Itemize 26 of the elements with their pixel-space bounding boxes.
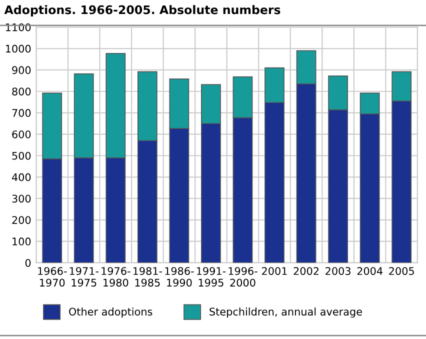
y-tick-label: 400 <box>12 173 31 182</box>
x-tick-label: 1986- 1990 <box>165 267 194 287</box>
y-tick-label: 1000 <box>6 44 31 53</box>
x-tick-label: 1981- 1985 <box>133 267 162 287</box>
y-tick-label: 600 <box>12 130 31 138</box>
x-tick-label: 1991- 1995 <box>196 267 226 287</box>
legend-label: Stepchildren, annual average <box>210 308 362 318</box>
x-tick-label: 1971- 1975 <box>70 267 98 287</box>
y-tick-label: 900 <box>12 66 31 74</box>
x-tick-label: 2004 <box>357 267 382 275</box>
x-tick-label: 1996- 2000 <box>228 267 258 287</box>
y-tick-label: 800 <box>12 88 31 96</box>
y-tick-label: 100 <box>12 238 31 246</box>
legend-label: Other adoptions <box>69 308 152 318</box>
x-tick-label: 1976- 1980 <box>102 267 130 287</box>
y-tick-label: 700 <box>12 109 31 117</box>
x-tick-label: 2002 <box>294 267 318 275</box>
x-tick-label: 2003 <box>326 267 350 275</box>
y-tick-label: 300 <box>12 194 31 203</box>
chart-title: Adoptions. 1966-2005. Absolute numbers <box>4 5 280 17</box>
x-tick-label: 2001 <box>262 267 287 275</box>
y-tick-label: 200 <box>12 216 31 224</box>
y-tick-label: 500 <box>12 152 31 160</box>
x-tick-label: 2005 <box>389 267 414 275</box>
y-tick-label: 0 <box>25 258 31 267</box>
x-tick-label: 1966- 1970 <box>38 267 67 287</box>
